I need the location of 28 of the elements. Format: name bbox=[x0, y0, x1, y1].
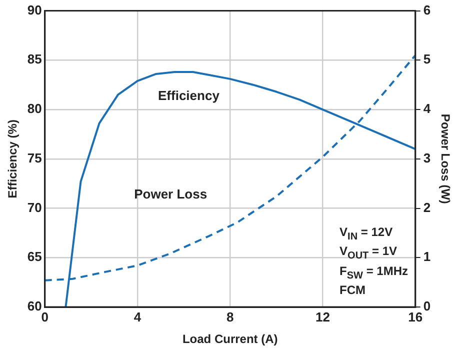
y2-tick-label: 3 bbox=[423, 150, 431, 166]
y-tick-label: 85 bbox=[27, 52, 42, 67]
annotation: F$_{SW}$ = 1MHz bbox=[340, 264, 408, 283]
annotation: V$_{OUT}$ = 1V bbox=[340, 244, 398, 264]
y2-tick-label: 6 bbox=[423, 2, 431, 18]
y2-tick-label: 4 bbox=[423, 101, 432, 116]
y-tick-label: 80 bbox=[27, 101, 42, 116]
annotation: V$_{IN}$ = 12V bbox=[340, 224, 394, 244]
y-tick-label: 65 bbox=[27, 249, 42, 264]
annotation: FCM bbox=[340, 283, 367, 297]
y-axis-title: Efficiency (%) bbox=[6, 120, 20, 198]
text: Power Loss bbox=[134, 186, 208, 202]
x-tick-label: 8 bbox=[226, 309, 234, 324]
y2-tick-label: 0 bbox=[423, 298, 431, 314]
y2-tick-label: 1 bbox=[423, 249, 431, 264]
y-tick-label: 90 bbox=[27, 2, 42, 18]
y-tick-label: 70 bbox=[27, 200, 42, 215]
y2-tick-label: 2 bbox=[423, 200, 431, 215]
y-tick-label: 60 bbox=[27, 298, 42, 314]
x-tick-label: 0 bbox=[41, 309, 48, 324]
y2-axis-title: Power Loss (W) bbox=[438, 114, 452, 204]
x-tick-label: 4 bbox=[134, 309, 142, 324]
x-tick-label: 16 bbox=[408, 309, 423, 324]
x-tick-label: 12 bbox=[316, 309, 330, 324]
y2-tick-label: 5 bbox=[423, 52, 431, 67]
x-axis-title: Load Current (A) bbox=[182, 332, 278, 346]
y-tick-label: 75 bbox=[27, 150, 42, 166]
series-label: Efficiency bbox=[158, 88, 220, 103]
